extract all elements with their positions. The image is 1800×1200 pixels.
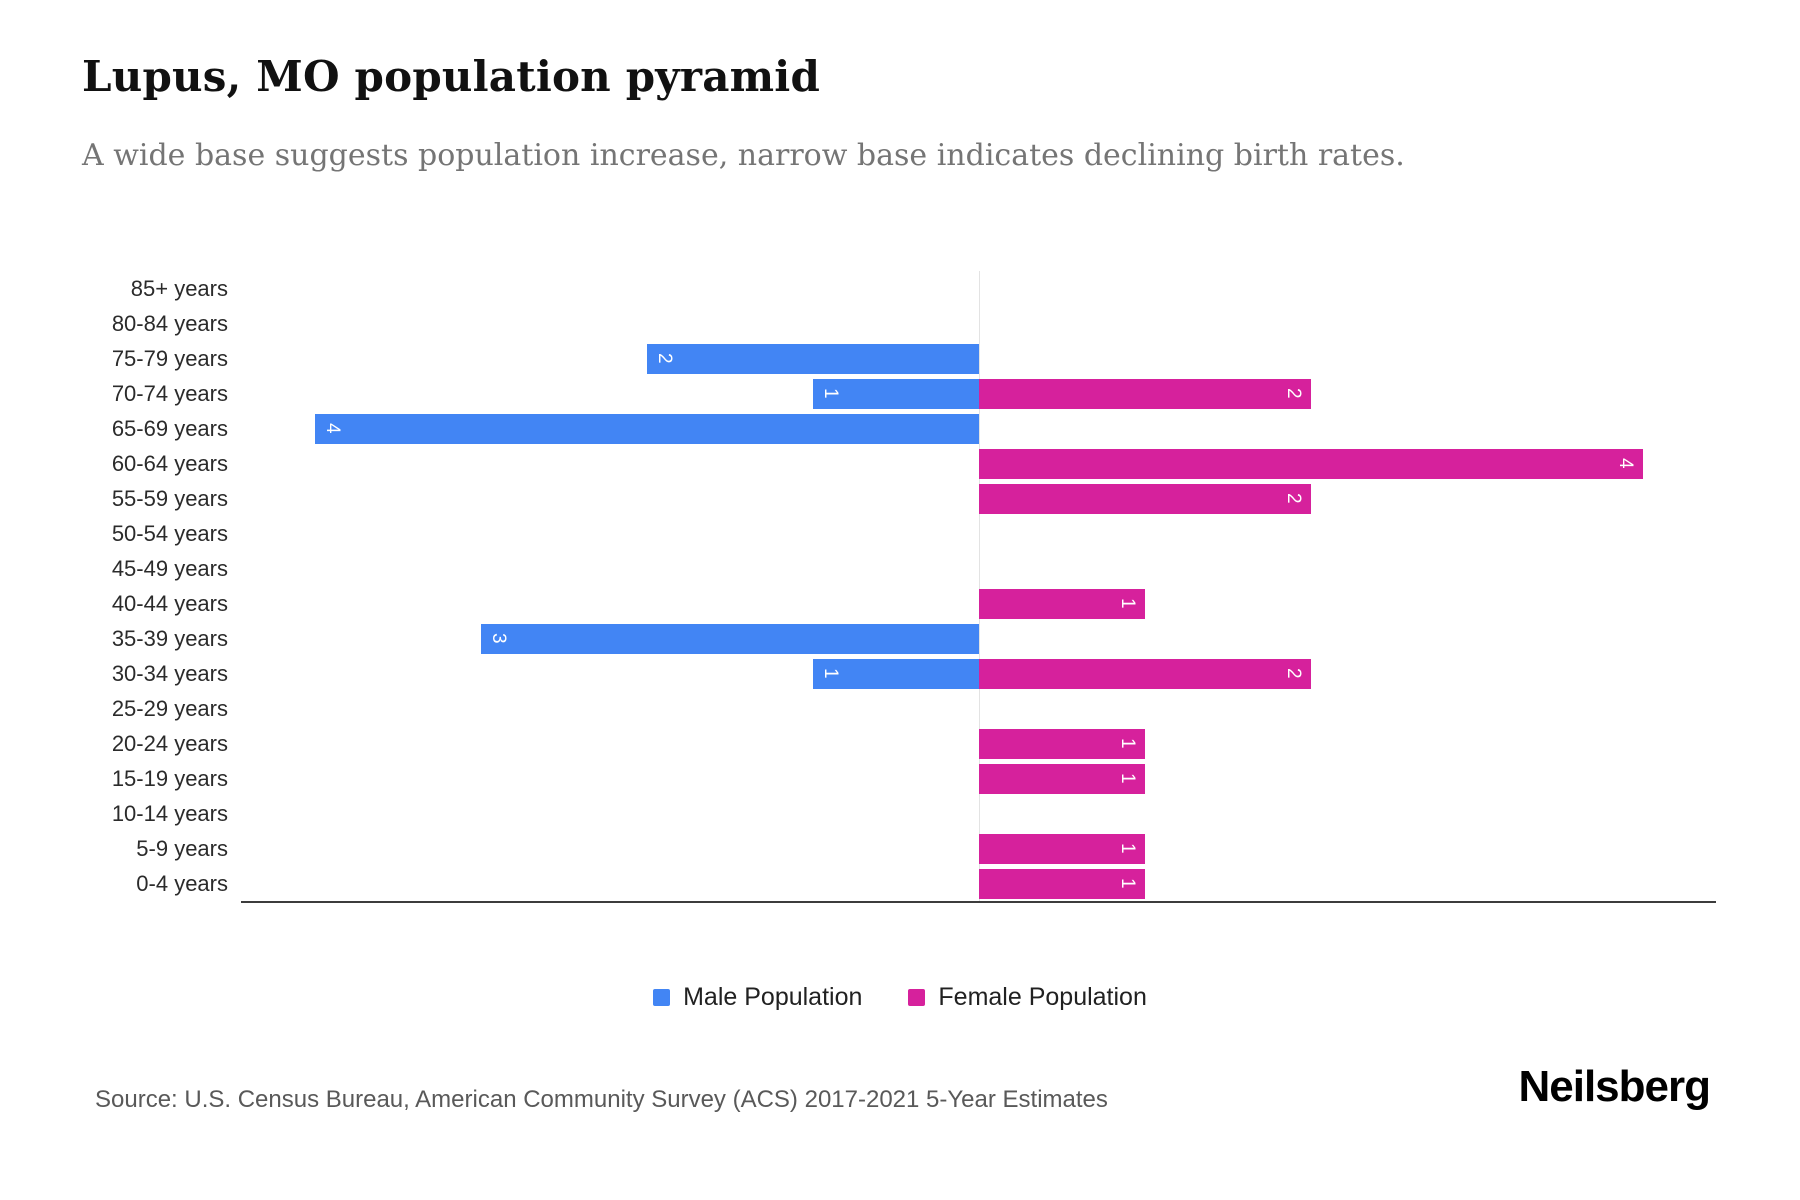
male-population-bar[interactable]: 1: [813, 378, 979, 409]
y-axis-label: 50-54 years: [111, 521, 228, 546]
male-population-bar[interactable]: 1: [813, 658, 979, 689]
y-axis-label: 75-79 years: [111, 346, 228, 371]
bar-value-label: 3: [488, 633, 509, 644]
bar-value-label: 1: [1117, 738, 1138, 749]
neilsberg-logo: Neilsberg: [1518, 1062, 1711, 1111]
chart-title: Lupus, MO population pyramid: [82, 52, 821, 101]
source-attribution: Source: U.S. Census Bureau, American Com…: [95, 1086, 1108, 1113]
y-axis-label: 60-64 years: [111, 451, 228, 476]
bar-value-label: 2: [1283, 668, 1304, 679]
bar-value-label: 4: [1615, 458, 1636, 469]
legend-item-female[interactable]: Female Population: [908, 983, 1147, 1012]
y-axis-label: 45-49 years: [111, 556, 228, 581]
center-gridline: [979, 271, 980, 901]
male-population-bar[interactable]: 3: [481, 623, 979, 654]
bar-value-label: 1: [1117, 843, 1138, 854]
bar-value-label: 1: [820, 668, 841, 679]
female-legend-swatch: [908, 989, 926, 1006]
y-axis-label: 65-69 years: [111, 416, 228, 441]
y-axis-label: 15-19 years: [111, 766, 228, 791]
male-population-bar[interactable]: 2: [647, 343, 979, 374]
bar-value-label: 1: [820, 388, 841, 399]
y-axis-label: 0-4 years: [136, 871, 228, 896]
bar-value-label: 2: [1283, 493, 1304, 504]
legend-item-male[interactable]: Male Population: [653, 983, 862, 1012]
female-legend-label: Female Population: [938, 983, 1147, 1011]
female-population-bar[interactable]: 1: [979, 833, 1145, 864]
bar-value-label: 1: [1117, 598, 1138, 609]
y-axis-label: 85+ years: [130, 276, 228, 301]
female-population-bar[interactable]: 1: [979, 763, 1145, 794]
male-legend-swatch: [653, 989, 671, 1006]
female-population-bar[interactable]: 1: [979, 728, 1145, 759]
y-axis-label: 70-74 years: [111, 381, 228, 406]
bar-value-label: 4: [322, 423, 343, 434]
y-axis-label: 20-24 years: [111, 731, 228, 756]
bar-value-label: 1: [1117, 878, 1138, 889]
male-legend-label: Male Population: [683, 983, 863, 1011]
legend: Male Population Female Population: [0, 983, 1800, 1012]
y-axis-label: 5-9 years: [136, 836, 228, 861]
female-population-bar[interactable]: 2: [979, 658, 1311, 689]
y-axis-label: 55-59 years: [111, 486, 228, 511]
y-axis-label: 40-44 years: [111, 591, 228, 616]
bar-value-label: 2: [1283, 388, 1304, 399]
x-axis-line: [241, 901, 1716, 903]
male-population-bar[interactable]: 4: [315, 413, 979, 444]
bar-value-label: 2: [654, 353, 675, 364]
y-axis-label: 10-14 years: [111, 801, 228, 826]
bar-value-label: 1: [1117, 773, 1138, 784]
female-population-bar[interactable]: 1: [979, 588, 1145, 619]
chart-subtitle: A wide base suggests population increase…: [82, 138, 1405, 173]
female-population-bar[interactable]: 2: [979, 378, 1311, 409]
female-population-bar[interactable]: 4: [979, 448, 1643, 479]
y-axis-label: 80-84 years: [111, 311, 228, 336]
y-axis-label: 30-34 years: [111, 661, 228, 686]
y-axis-label: 35-39 years: [111, 626, 228, 651]
y-axis-label: 25-29 years: [111, 696, 228, 721]
female-population-bar[interactable]: 1: [979, 868, 1145, 899]
female-population-bar[interactable]: 2: [979, 483, 1311, 514]
